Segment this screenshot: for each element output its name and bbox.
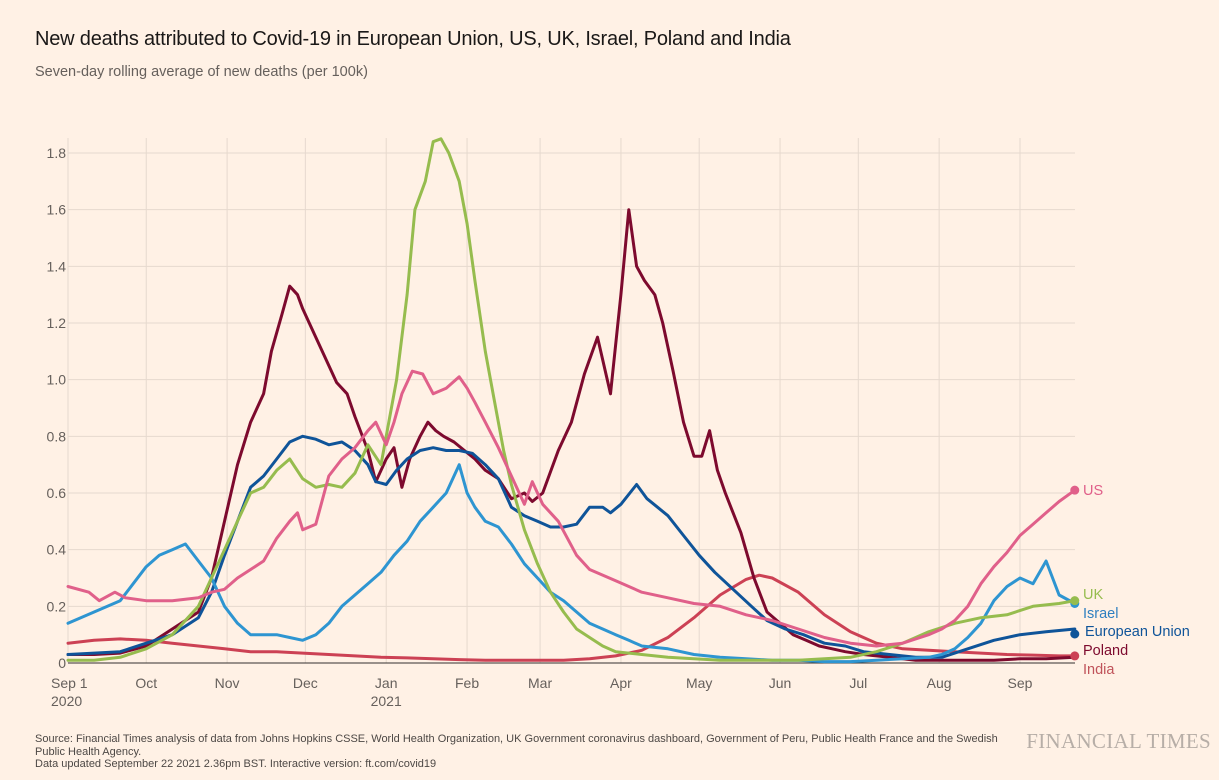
y-tick-label: 0.4 (47, 542, 67, 558)
series-end-dot-european-union (1070, 629, 1080, 639)
x-tick-label: Nov (215, 675, 240, 691)
y-tick-label: 0 (58, 655, 66, 671)
series-end-dot-uk (1070, 596, 1080, 606)
series-line-european-union (66, 434, 1077, 659)
y-tick-label: 1.8 (47, 145, 67, 161)
x-tick-label: Sep 1 (51, 675, 88, 691)
x-tick-year-label: 2021 (371, 693, 402, 709)
x-tick-label: Sep (1008, 675, 1033, 691)
series-line-us (66, 369, 1077, 648)
x-tick-label: Jun (769, 675, 792, 691)
x-tick-label: Aug (927, 675, 952, 691)
x-tick-label: Apr (610, 675, 632, 691)
line-chart: 0 0.2 0.4 0.6 0.8 1.0 1.2 1.4 1.6 1.8 Sep 1 2020 Oc… (47, 137, 1190, 709)
series-label-us: US (1083, 483, 1103, 499)
x-axis: Sep 1 2020 Oct Nov Dec Jan 2021 Feb Mar Apr May Jun… (51, 675, 1033, 709)
series-label-india: India (1083, 662, 1115, 678)
x-tick-year-label: 2020 (51, 693, 82, 709)
x-tick-label: Feb (455, 675, 479, 691)
series-label-israel: Israel (1083, 606, 1118, 622)
series-lines (66, 137, 1080, 664)
series-line-uk (66, 137, 1077, 662)
y-tick-label: 1.4 (47, 258, 67, 274)
x-tick-label: Jan (375, 675, 398, 691)
x-tick-label: Jul (849, 675, 867, 691)
y-tick-label: 1.0 (47, 372, 67, 388)
y-axis: 0 0.2 0.4 0.6 0.8 1.0 1.2 1.4 1.6 1.8 (47, 145, 67, 671)
x-tick-label: Mar (528, 675, 552, 691)
x-tick-label: Dec (293, 675, 318, 691)
series-labels: India Poland European Union Israel UK US (1083, 483, 1190, 678)
y-tick-label: 0.6 (47, 485, 67, 501)
series-end-dot-india (1070, 651, 1080, 661)
series-end-dot-us (1070, 485, 1080, 495)
chart-title: New deaths attributed to Covid-19 in Eur… (35, 28, 791, 50)
x-tick-label: Oct (135, 675, 157, 691)
y-tick-label: 1.2 (47, 315, 67, 331)
chart-subtitle: Seven-day rolling average of new deaths … (35, 64, 368, 80)
update-text: Data updated September 22 2021 2.36pm BS… (35, 758, 437, 770)
series-line-india (66, 573, 1077, 662)
y-tick-label: 1.6 (47, 202, 67, 218)
y-tick-label: 0.8 (47, 428, 67, 444)
series-label-uk: UK (1083, 587, 1103, 603)
grid (67, 138, 1075, 664)
y-tick-label: 0.2 (47, 598, 67, 614)
ft-logo: FINANCIAL TIMES (1026, 729, 1211, 753)
x-tick-label: May (686, 675, 712, 691)
source-note: Source: Financial Times analysis of data… (35, 733, 1025, 771)
series-line-israel (66, 463, 1077, 664)
source-text: Source: Financial Times analysis of data… (35, 733, 998, 758)
series-label-poland: Poland (1083, 643, 1128, 659)
series-label-european-union: European Union (1085, 624, 1190, 640)
